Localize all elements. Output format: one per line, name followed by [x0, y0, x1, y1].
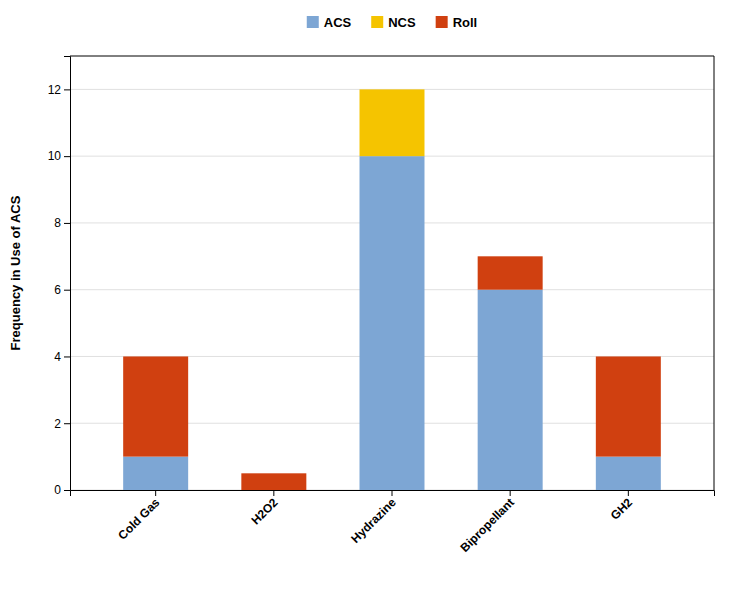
tick-mark: [510, 490, 511, 496]
tick: Cold Gas: [115, 490, 162, 543]
frame: [70, 56, 714, 57]
series: [123, 256, 661, 490]
chart: 0 2 4 6 8 10 12 Cold Gas H2O2 Hydrazine Bipropella…: [0, 0, 738, 590]
tick-mark: [155, 490, 156, 496]
legend-swatch: [371, 16, 383, 28]
x-axis: Cold Gas H2O2 Hydrazine Bipropellant GH2: [71, 490, 715, 555]
bar: [596, 457, 661, 490]
tick: 4: [54, 350, 70, 364]
tick: 2: [54, 417, 70, 431]
tick: H2O2: [249, 490, 281, 527]
tick-mark: [64, 423, 70, 424]
legend-item: Roll: [436, 15, 478, 30]
legend: ACS NCS Roll: [307, 15, 477, 30]
grid: [70, 89, 714, 490]
bar: [360, 156, 425, 490]
bar: [360, 89, 425, 156]
y-axis: 0 2 4 6 8 10 12: [48, 57, 71, 498]
legend-item: ACS: [307, 15, 352, 30]
tick-label: Cold Gas: [115, 495, 162, 542]
tick: 10: [48, 149, 70, 163]
tick: 8: [54, 216, 70, 230]
bar: [478, 256, 543, 289]
tick: Bipropellant: [458, 490, 517, 555]
tick-mark: [64, 223, 70, 224]
bar: [123, 457, 188, 490]
frame: [714, 56, 715, 490]
tick-label: GH2: [608, 495, 636, 523]
legend-swatch: [436, 16, 448, 28]
tick-mark: [64, 356, 70, 357]
tick-label: Bipropellant: [458, 495, 517, 554]
tick: 6: [54, 283, 70, 297]
tick-mark: [64, 290, 70, 291]
axis-line: [64, 57, 71, 491]
bar: [123, 356, 188, 456]
bar: [241, 473, 306, 490]
legend-swatch: [307, 16, 319, 28]
tick-mark: [273, 490, 274, 496]
tick-label: 12: [48, 83, 62, 97]
tick-label: 4: [54, 350, 61, 364]
tick-mark: [64, 156, 70, 157]
series: [360, 89, 425, 156]
tick-mark: [64, 89, 70, 90]
y-axis-title: Frequency in Use of ACS: [8, 195, 23, 350]
bars: [123, 89, 661, 490]
tick: 12: [48, 83, 70, 97]
tick: Hydrazine: [348, 490, 399, 546]
legend-label: Roll: [453, 15, 478, 30]
tick-label: 2: [54, 417, 61, 431]
tick-label: H2O2: [249, 495, 281, 527]
plot: 0 2 4 6 8 10 12 Cold Gas H2O2 Hydrazine Bipropella…: [48, 56, 715, 555]
tick-label: 10: [48, 149, 62, 163]
tick-mark: [64, 490, 70, 491]
legend-label: NCS: [388, 15, 416, 30]
tick-mark: [392, 490, 393, 496]
tick-label: Hydrazine: [348, 495, 399, 546]
tick: 0: [54, 483, 70, 497]
tick-label: 8: [54, 216, 61, 230]
axis-line: [71, 491, 715, 497]
series: [123, 156, 661, 490]
bar: [360, 89, 425, 90]
tick-label: 0: [54, 483, 61, 497]
legend-item: NCS: [371, 15, 416, 30]
tick-label: 6: [54, 283, 61, 297]
legend-label: ACS: [324, 15, 352, 30]
bar: [596, 356, 661, 456]
tick-mark: [628, 490, 629, 496]
tick: GH2: [608, 490, 636, 523]
bar: [478, 290, 543, 490]
